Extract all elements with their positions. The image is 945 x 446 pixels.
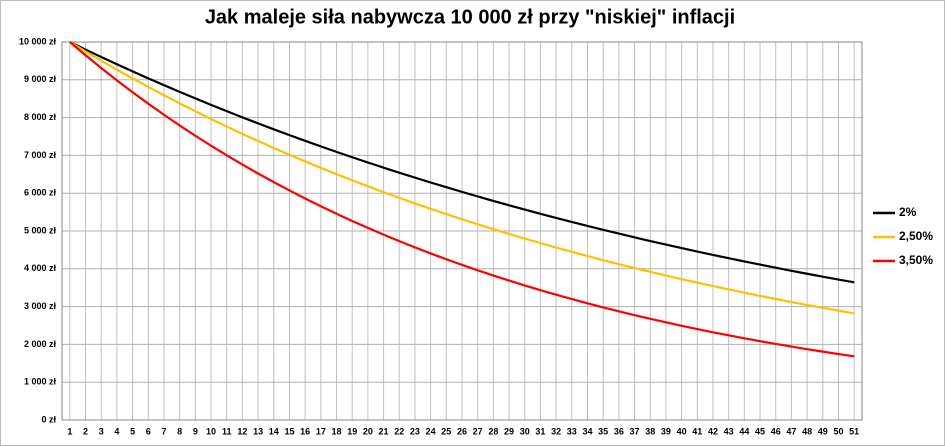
x-tick-label: 26	[457, 426, 467, 436]
x-tick-label: 4	[114, 426, 119, 436]
x-tick-label: 11	[222, 426, 232, 436]
x-tick-label: 33	[567, 426, 577, 436]
x-tick-label: 2	[83, 426, 88, 436]
x-tick-label: 3	[99, 426, 104, 436]
x-tick-label: 15	[284, 426, 294, 436]
series-line	[69, 41, 855, 315]
x-tick-label: 44	[739, 426, 749, 436]
x-tick-label: 51	[849, 426, 859, 436]
legend-label: 2%	[899, 205, 917, 219]
x-tick-label: 36	[614, 426, 624, 436]
x-tick-label: 22	[394, 426, 404, 436]
x-tick-label: 1	[67, 426, 72, 436]
x-tick-label: 21	[379, 426, 389, 436]
x-tick-label: 14	[269, 426, 279, 436]
x-tick-label: 18	[332, 426, 342, 436]
y-tick-label: 10 000 zł	[19, 36, 57, 46]
x-tick-label: 41	[692, 426, 702, 436]
x-tick-label: 7	[161, 426, 166, 436]
x-tick-label: 28	[488, 426, 498, 436]
x-tick-label: 9	[193, 426, 198, 436]
x-tick-label: 24	[426, 426, 436, 436]
y-tick-label: 0 zł	[41, 414, 56, 424]
y-tick-label: 5 000 zł	[24, 225, 57, 235]
x-tick-label: 10	[206, 426, 216, 436]
x-tick-label: 38	[645, 426, 655, 436]
x-tick-label: 42	[708, 426, 718, 436]
series-line	[69, 41, 855, 284]
x-tick-label: 46	[771, 426, 781, 436]
x-tick-label: 5	[130, 426, 135, 436]
chart-title: Jak maleje siła nabywcza 10 000 zł przy …	[205, 6, 735, 28]
x-tick-label: 48	[802, 426, 812, 436]
x-tick-label: 17	[316, 426, 326, 436]
y-tick-label: 4 000 zł	[24, 263, 57, 273]
x-tick-label: 37	[630, 426, 640, 436]
x-tick-label: 27	[473, 426, 483, 436]
x-tick-label: 6	[146, 426, 151, 436]
x-tick-label: 45	[755, 426, 765, 436]
x-tick-label: 30	[520, 426, 530, 436]
x-tick-label: 47	[786, 426, 796, 436]
x-tick-label: 13	[253, 426, 263, 436]
y-tick-label: 9 000 zł	[24, 74, 57, 84]
x-tick-label: 16	[300, 426, 310, 436]
x-tick-label: 19	[347, 426, 357, 436]
y-tick-label: 7 000 zł	[24, 150, 57, 160]
y-tick-label: 1 000 zł	[24, 377, 57, 387]
x-tick-label: 29	[504, 426, 514, 436]
x-tick-label: 43	[724, 426, 734, 436]
plot-border	[61, 41, 863, 421]
legend-label: 3,50%	[899, 253, 933, 267]
x-tick-label: 23	[410, 426, 420, 436]
x-tick-label: 35	[598, 426, 608, 436]
x-tick-label: 34	[582, 426, 592, 436]
y-tick-label: 3 000 zł	[24, 301, 57, 311]
y-tick-label: 6 000 zł	[24, 188, 57, 198]
series-line	[69, 41, 855, 358]
x-tick-label: 40	[677, 426, 687, 436]
x-tick-label: 31	[535, 426, 545, 436]
x-tick-label: 12	[237, 426, 247, 436]
y-tick-label: 8 000 zł	[24, 112, 57, 122]
x-tick-label: 49	[818, 426, 828, 436]
x-tick-label: 25	[441, 426, 451, 436]
x-tick-label: 50	[833, 426, 843, 436]
x-tick-label: 8	[177, 426, 182, 436]
legend-label: 2,50%	[899, 229, 933, 243]
x-tick-label: 32	[551, 426, 561, 436]
y-tick-label: 2 000 zł	[24, 339, 57, 349]
x-tick-label: 39	[661, 426, 671, 436]
x-tick-label: 20	[363, 426, 373, 436]
